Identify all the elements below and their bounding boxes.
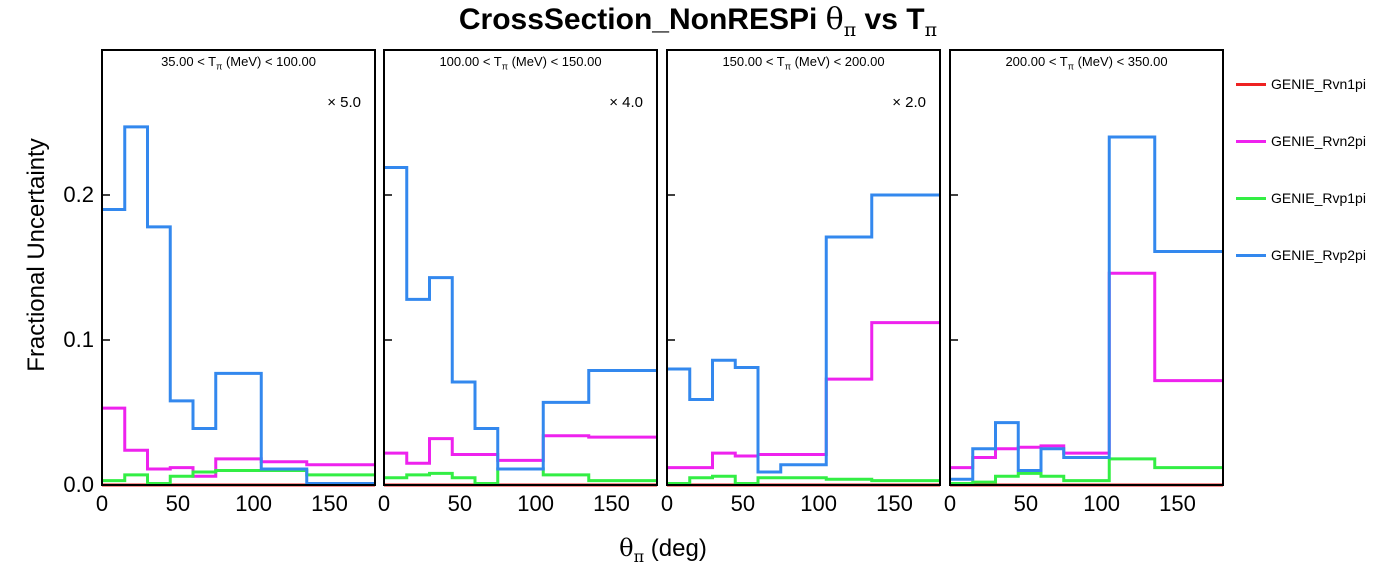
scale-factor: × 2.0: [892, 94, 926, 111]
x-tick-label: 50: [165, 491, 191, 516]
series-line-GENIE_Rvp1pi: [950, 457, 1223, 486]
x-tick-label: 50: [730, 491, 756, 516]
series-line-GENIE_Rvp2pi: [950, 135, 1223, 481]
x-tick-label: 0: [377, 491, 391, 516]
panel-header: 35.00 < Tπ (MeV) < 100.00 × 5.0: [102, 50, 375, 485]
legend-swatch: [1236, 139, 1266, 143]
legend-label: GENIE_Rvp2pi: [1271, 247, 1366, 263]
panel-title: 200.00 < Tπ (MeV) < 350.00: [1005, 54, 1168, 72]
legend-swatch: [1236, 253, 1266, 257]
panel-4: [949, 49, 1224, 487]
x-tick-label: 150: [876, 491, 913, 516]
legend-swatch: [1236, 196, 1266, 200]
series-line-GENIE_Rvp1pi: [667, 474, 940, 486]
panel-3: [666, 49, 941, 487]
x-tick-label: 100: [1083, 491, 1121, 516]
x-tick-label: 100: [800, 491, 838, 516]
x-tick-label: 50: [1013, 491, 1039, 516]
panel-header: 200.00 < Tπ (MeV) < 350.00: [950, 50, 1223, 485]
panel-frame: [383, 49, 658, 486]
x-tick-label: 150: [311, 491, 348, 516]
x-tick-label: 0: [943, 491, 957, 516]
x-tick-label: 100: [235, 491, 273, 516]
series-line-GENIE_Rvp1pi: [384, 467, 657, 486]
legend-item: GENIE_Rvn1pi: [1236, 72, 1366, 96]
x-axis-label: θπ (deg): [619, 534, 707, 566]
y-tick-label: 0.2: [63, 182, 94, 207]
series-line-GENIE_Rvp2pi: [102, 125, 375, 486]
legend-item: GENIE_Rvp1pi: [1236, 186, 1366, 210]
scale-factor: × 4.0: [609, 94, 643, 111]
panel-frame: [949, 49, 1224, 486]
panel-title: 100.00 < Tπ (MeV) < 150.00: [439, 54, 602, 72]
y-tick-label: 0.0: [63, 472, 94, 497]
legend-swatch: [1236, 82, 1266, 86]
x-tick-label: 100: [517, 491, 555, 516]
legend-label: GENIE_Rvp1pi: [1271, 190, 1366, 206]
x-tick-label: 0: [660, 491, 674, 516]
x-tick-label: 50: [447, 491, 473, 516]
panel-frame: [666, 49, 941, 486]
legend-label: GENIE_Rvn2pi: [1271, 133, 1366, 149]
legend-item: GENIE_Rvn2pi: [1236, 129, 1366, 153]
y-tick-label: 0.1: [63, 327, 94, 352]
legend-item: GENIE_Rvp2pi: [1236, 243, 1366, 267]
panel-header: 150.00 < Tπ (MeV) < 200.00 × 2.0: [667, 50, 940, 485]
panel-1: [101, 49, 376, 487]
panel-title: 35.00 < Tπ (MeV) < 100.00: [161, 54, 316, 72]
legend-label: GENIE_Rvn1pi: [1271, 76, 1366, 92]
x-tick-label: 150: [593, 491, 630, 516]
chart-title: CrossSection_NonRESPi θπ vs Tπ: [458, 2, 938, 41]
series-line-GENIE_Rvp2pi: [384, 165, 657, 471]
panel-2: [383, 49, 658, 487]
series-line-GENIE_Rvn2pi: [384, 434, 657, 465]
series-line-GENIE_Rvn2pi: [950, 271, 1223, 470]
x-tick-label: 150: [1159, 491, 1196, 516]
panel-frame: [101, 49, 376, 486]
panel-header: 100.00 < Tπ (MeV) < 150.00 × 4.0: [384, 50, 657, 485]
scale-factor: × 5.0: [327, 94, 361, 111]
panel-title: 150.00 < Tπ (MeV) < 200.00: [722, 54, 885, 72]
series-line-GENIE_Rvp2pi: [667, 193, 940, 474]
x-tick-label: 0: [95, 491, 109, 516]
